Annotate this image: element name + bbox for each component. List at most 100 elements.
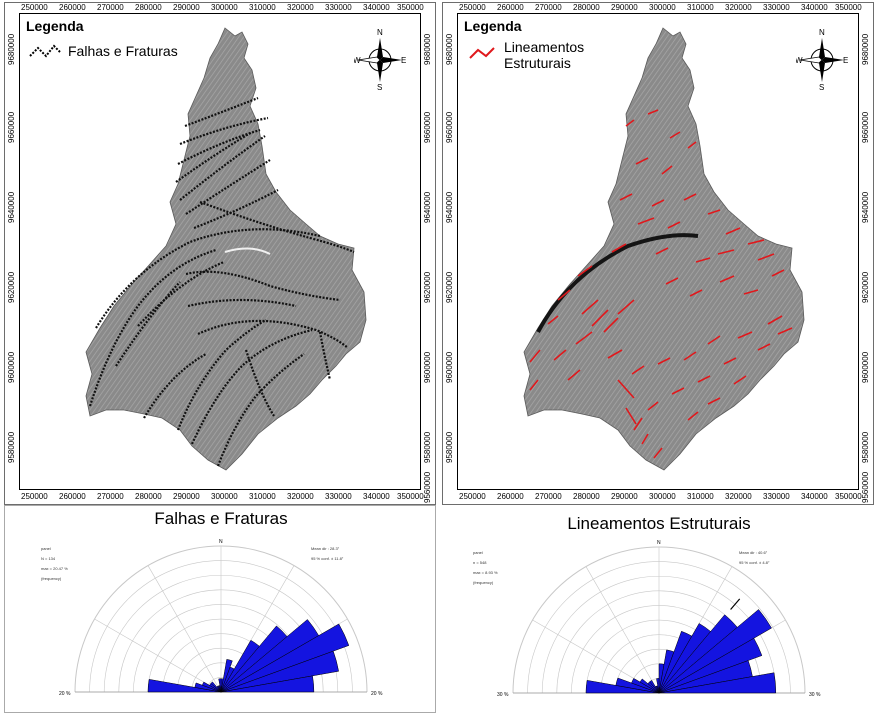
rose-petal [649, 680, 660, 694]
legend-title: Legenda [464, 18, 522, 34]
y-tick: 9600000 [861, 351, 870, 383]
legend-title: Legenda [26, 18, 84, 34]
rose-petal [631, 678, 660, 694]
y-tick: 9600000 [445, 351, 454, 383]
y-tick: 9620000 [7, 271, 16, 303]
x-tick: 310000 [249, 3, 276, 12]
y-tick: 9640000 [445, 191, 454, 223]
rose-panel-lineamentos: Lineamentos Estruturais panel n = 548 ma… [442, 505, 874, 713]
y-tick: 9660000 [861, 111, 870, 143]
y-tick: 9560000 [423, 471, 432, 503]
rose-petal [656, 678, 660, 694]
basin-relief [85, 27, 367, 471]
basin-relief [523, 27, 805, 471]
rose-title-falhas: Falhas e Fraturas [154, 509, 288, 528]
compass-s: S [377, 83, 382, 90]
y-tick: 9660000 [423, 111, 432, 143]
rose-meta-right: Mean dir : 40.6° 95 % conf. ± 4.8° [739, 548, 769, 568]
x-tick: 300000 [649, 3, 676, 12]
y-tick: 9660000 [445, 111, 454, 143]
rose-petal [220, 675, 315, 693]
y-tick: 9640000 [861, 191, 870, 223]
x-tick: 310000 [249, 492, 276, 501]
lineament-legend-icon [469, 47, 495, 59]
compass-e: E [843, 56, 848, 65]
x-tick: 350000 [835, 3, 862, 12]
compass-rose-icon: N S W E [354, 28, 406, 90]
y-tick: 9620000 [445, 271, 454, 303]
y-tick: 9620000 [861, 271, 870, 303]
x-tick: 320000 [725, 492, 752, 501]
y-tick: 9600000 [7, 351, 16, 383]
x-tick: 300000 [649, 492, 676, 501]
x-tick: 280000 [135, 492, 162, 501]
x-tick: 280000 [573, 3, 600, 12]
meta-line: max = 20.47 % [41, 566, 68, 571]
map-panel-falhas: Legenda Falhas e Fraturas N S W E 250000… [4, 2, 436, 505]
x-tick: 280000 [135, 3, 162, 12]
y-tick: 9580000 [7, 431, 16, 463]
y-tick: 9640000 [423, 191, 432, 223]
rose-spoke [585, 566, 660, 694]
map-frame-lineamentos: Legenda Lineamentos Estruturais N S W E [457, 13, 859, 490]
x-tick: 290000 [611, 492, 638, 501]
rose-petal [210, 681, 222, 693]
compass-w: W [354, 56, 361, 65]
compass-rose-icon: N S W E [796, 28, 848, 90]
y-tick: 9560000 [861, 471, 870, 503]
x-tick: 300000 [211, 3, 238, 12]
rose-petal [220, 623, 350, 693]
meta-line: Mean dir : 28.3° [311, 546, 340, 551]
y-tick: 9580000 [423, 431, 432, 463]
rose-north-label: N [219, 539, 223, 545]
x-tick: 310000 [687, 3, 714, 12]
legend-item-line1: Lineamentos [504, 39, 585, 55]
rose-scale-right: 30 % [809, 692, 821, 698]
map-panel-lineamentos: Legenda Lineamentos Estruturais N S W E … [442, 2, 874, 505]
y-tick: 9620000 [423, 271, 432, 303]
y-tick: 9640000 [7, 191, 16, 223]
mean-direction-mark [730, 598, 741, 610]
rose-meta-right: Mean dir : 28.3° 95 % conf. ± 11.8° [311, 544, 343, 564]
rose-spoke [147, 565, 222, 693]
x-tick: 260000 [497, 3, 524, 12]
x-tick: 250000 [21, 3, 48, 12]
map-frame-falhas: Legenda Falhas e Fraturas N S W E [19, 13, 421, 490]
meta-line: 95 % conf. ± 11.8° [311, 556, 344, 561]
meta-line: Mean dir : 40.6° [739, 550, 768, 555]
x-tick: 250000 [459, 492, 486, 501]
y-tick: 9600000 [423, 351, 432, 383]
meta-line: panel [473, 550, 483, 555]
rose-diagram-lineamentos: N 30 % 30 % [497, 540, 821, 698]
y-tick: 9680000 [7, 33, 16, 65]
compass-n: N [377, 28, 383, 37]
rose-title-lineamentos: Lineamentos Estruturais [567, 514, 751, 533]
meta-line: n = 548 [473, 560, 487, 565]
x-tick: 290000 [173, 3, 200, 12]
legend-item-line2: Estruturais [504, 55, 571, 71]
x-tick: 270000 [97, 3, 124, 12]
rose-meta-left: panel n = 548 max = 8.93 % (frequency) [473, 548, 498, 588]
escarpment [536, 233, 699, 333]
x-tick: 270000 [97, 492, 124, 501]
meta-line: panel [41, 546, 51, 551]
x-tick: 330000 [763, 492, 790, 501]
meta-line: (frequency) [41, 576, 62, 581]
x-tick: 350000 [397, 3, 424, 12]
x-tick: 320000 [287, 492, 314, 501]
x-tick: 260000 [59, 492, 86, 501]
rose-scale-left: 30 % [497, 692, 509, 698]
x-tick: 340000 [801, 492, 828, 501]
x-tick: 270000 [535, 492, 562, 501]
rose-petal [658, 609, 772, 694]
rose-petal [218, 678, 222, 693]
rose-diagram-falhas: N 20 % 20 % [59, 539, 383, 697]
x-tick: 340000 [801, 3, 828, 12]
x-tick: 330000 [763, 3, 790, 12]
x-tick: 340000 [363, 3, 390, 12]
meta-line: 95 % conf. ± 4.8° [739, 560, 770, 565]
y-tick: 9680000 [861, 33, 870, 65]
x-tick: 310000 [687, 492, 714, 501]
meta-line: max = 8.93 % [473, 570, 498, 575]
rose-meta-left: panel N = 134 max = 20.47 % (frequency) [41, 544, 68, 584]
